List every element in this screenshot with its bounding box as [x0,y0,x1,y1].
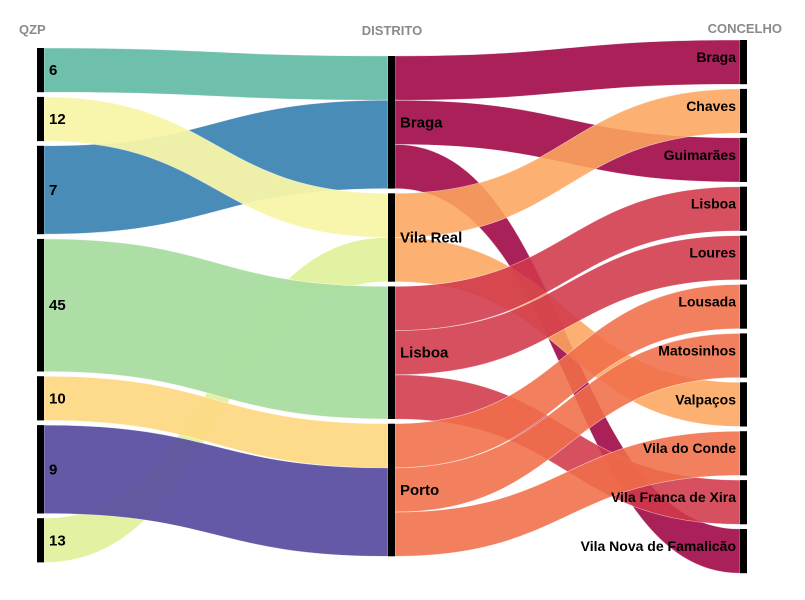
node-label-6: 6 [49,62,57,79]
link-d-braga-to-c-braga [394,39,741,101]
node-label-c-matosinhos: Matosinhos [658,342,736,358]
node-bar-6 [37,48,44,93]
node-label-c-loures: Loures [689,245,736,261]
node-bar-9 [37,425,44,514]
node-bar-c-viladoconde [740,431,747,476]
node-bar-10 [37,376,44,421]
node-label-c-vfx: Vila Franca de Xira [611,489,736,505]
node-label-d-vilareal: Vila Real [400,230,462,247]
node-bar-c-matosinhos [740,333,747,378]
node-bar-7 [37,145,44,235]
node-bar-c-valpacos [740,382,747,427]
node-bar-c-vnf [740,529,747,574]
node-label-c-lousada: Lousada [678,294,736,310]
node-label-7: 7 [49,182,57,199]
node-bar-12 [37,96,44,142]
header-qzp: QZP [19,22,46,37]
node-label-c-lisboa: Lisboa [691,196,736,212]
node-label-c-braga: Braga [696,49,736,65]
node-label-12: 12 [49,111,66,128]
node-bar-d-lisboa [388,286,395,419]
node-bar-13 [37,518,44,563]
node-bar-c-lisboa [740,186,747,231]
node-bar-45 [37,238,44,372]
node-label-d-braga: Braga [400,114,443,131]
node-bar-c-loures [740,235,747,280]
node-bar-c-chaves [740,88,747,134]
node-bar-d-braga [388,56,395,189]
node-bar-d-vilareal [388,193,395,282]
node-label-45: 45 [49,297,66,314]
node-label-c-viladoconde: Vila do Conde [643,440,736,456]
node-bar-c-vfx [740,480,747,525]
node-bar-d-porto [388,423,395,557]
node-bar-c-braga [740,40,747,85]
header-distrito: DISTRITO [362,23,422,38]
node-label-c-vnf: Vila Nova de Famalicão [581,538,736,554]
node-label-10: 10 [49,390,66,407]
header-concelho: CONCELHO [708,21,782,36]
node-bar-c-lousada [740,284,747,329]
node-label-c-guimaraes: Guimarães [664,147,737,163]
node-label-13: 13 [49,532,66,549]
link-6-to-d-braga [43,47,389,101]
nodes-layer: 6 7 9 10 12 13 45 Braga Vila Real Lisboa Porto Brag… [37,40,747,574]
node-label-d-lisboa: Lisboa [400,345,449,362]
node-label-d-porto: Porto [400,482,439,499]
node-bar-c-guimaraes [740,137,747,182]
links-layer [43,39,741,574]
node-label-c-chaves: Chaves [686,98,736,114]
node-label-9: 9 [49,461,57,478]
node-label-c-valpacos: Valpaços [675,391,736,407]
